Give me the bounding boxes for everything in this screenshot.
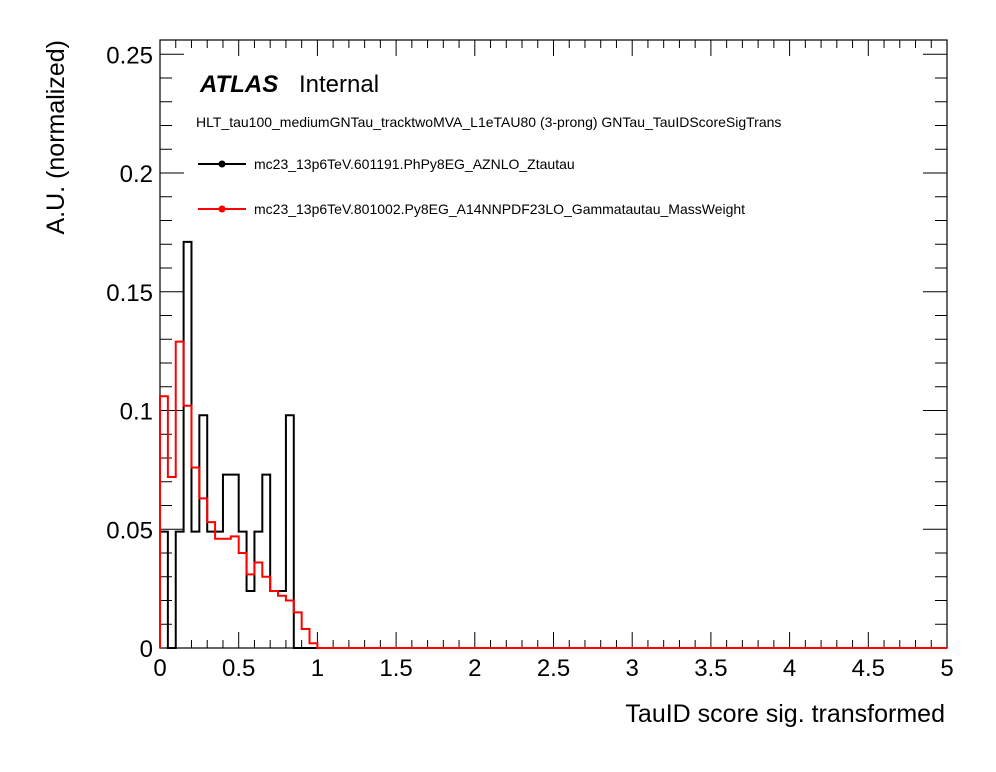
x-axis-label: TauID score sig. transformed xyxy=(625,700,945,728)
y-tick-label: 0.15 xyxy=(106,280,153,307)
histogram-ztautau xyxy=(159,240,947,649)
y-tick-label: 0.25 xyxy=(106,42,153,69)
legend-label-gammatautau: mc23_13p6TeV.801002.Py8EG_A14NNPDF23LO_G… xyxy=(254,201,745,217)
legend-marker-ztautau xyxy=(218,160,226,168)
plot-frame xyxy=(159,39,948,649)
x-tick-labels: 0 0.5 1 1.5 2 2.5 3 3.5 4 4.5 5 xyxy=(153,655,953,682)
histograms xyxy=(159,240,947,649)
legend: mc23_13p6TeV.601191.PhPy8EG_AZNLO_Ztauta… xyxy=(198,156,745,217)
y-tick-label: 0.2 xyxy=(120,161,153,188)
y-tick-labels: 0 0.05 0.1 0.15 0.2 0.25 xyxy=(106,42,153,663)
legend-label-ztautau: mc23_13p6TeV.601191.PhPy8EG_AZNLO_Ztauta… xyxy=(254,156,575,172)
x-tick-label: 3 xyxy=(626,655,639,682)
axis-ticks xyxy=(159,40,948,649)
atlas-label: ATLAS xyxy=(199,71,278,98)
legend-entry-ztautau: mc23_13p6TeV.601191.PhPy8EG_AZNLO_Ztauta… xyxy=(198,156,575,172)
x-tick-label: 1.5 xyxy=(379,655,412,682)
x-tick-label: 0.5 xyxy=(222,655,255,682)
y-tick-label: 0 xyxy=(140,636,153,663)
selection-label: HLT_tau100_mediumGNTau_tracktwoMVA_L1eTA… xyxy=(196,114,781,130)
x-tick-label: 5 xyxy=(940,655,953,682)
legend-marker-gammatautau xyxy=(218,205,226,213)
x-tick-label: 4 xyxy=(783,655,796,682)
y-tick-label: 0.05 xyxy=(106,517,153,544)
x-tick-label: 3.5 xyxy=(694,655,727,682)
x-tick-label: 2.5 xyxy=(537,655,570,682)
histogram-gammatautau xyxy=(159,340,947,649)
atlas-status: Internal xyxy=(299,71,379,98)
y-axis-label: A.U. (normalized) xyxy=(42,40,70,235)
x-tick-label: 1 xyxy=(311,655,324,682)
x-tick-label: 2 xyxy=(468,655,481,682)
x-tick-label: 0 xyxy=(153,655,166,682)
x-tick-label: 4.5 xyxy=(852,655,885,682)
y-tick-label: 0.1 xyxy=(120,399,153,426)
legend-entry-gammatautau: mc23_13p6TeV.801002.Py8EG_A14NNPDF23LO_G… xyxy=(198,201,745,217)
